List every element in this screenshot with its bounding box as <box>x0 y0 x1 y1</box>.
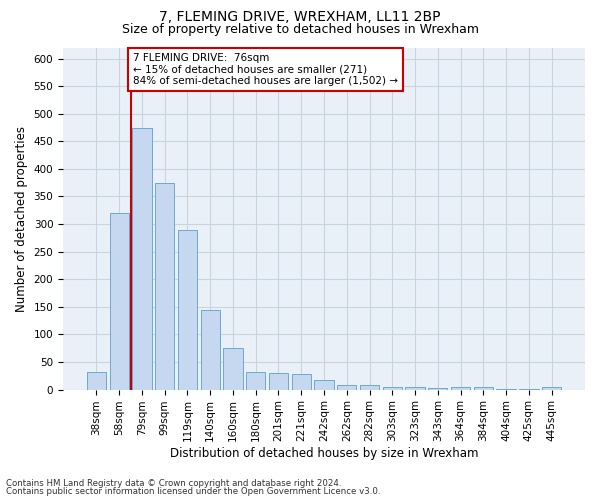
Bar <box>451 387 470 390</box>
Bar <box>360 385 379 390</box>
Bar <box>337 385 356 390</box>
Bar <box>269 373 288 390</box>
Text: 7 FLEMING DRIVE:  76sqm
← 15% of detached houses are smaller (271)
84% of semi-d: 7 FLEMING DRIVE: 76sqm ← 15% of detached… <box>133 53 398 86</box>
Bar <box>110 213 129 390</box>
Bar <box>223 348 242 390</box>
Text: 7, FLEMING DRIVE, WREXHAM, LL11 2BP: 7, FLEMING DRIVE, WREXHAM, LL11 2BP <box>159 10 441 24</box>
Text: Size of property relative to detached houses in Wrexham: Size of property relative to detached ho… <box>121 22 479 36</box>
Bar <box>383 387 402 390</box>
Y-axis label: Number of detached properties: Number of detached properties <box>15 126 28 312</box>
Bar <box>542 387 561 390</box>
Bar <box>314 380 334 390</box>
Bar <box>428 388 448 390</box>
Bar <box>246 372 265 390</box>
Bar <box>155 182 175 390</box>
Bar <box>406 387 425 390</box>
Bar <box>200 310 220 390</box>
X-axis label: Distribution of detached houses by size in Wrexham: Distribution of detached houses by size … <box>170 447 478 460</box>
Bar <box>519 389 539 390</box>
Bar <box>132 128 152 390</box>
Bar <box>292 374 311 390</box>
Bar <box>178 230 197 390</box>
Text: Contains HM Land Registry data © Crown copyright and database right 2024.: Contains HM Land Registry data © Crown c… <box>6 478 341 488</box>
Text: Contains public sector information licensed under the Open Government Licence v3: Contains public sector information licen… <box>6 487 380 496</box>
Bar <box>473 387 493 390</box>
Bar <box>87 372 106 390</box>
Bar <box>496 389 516 390</box>
